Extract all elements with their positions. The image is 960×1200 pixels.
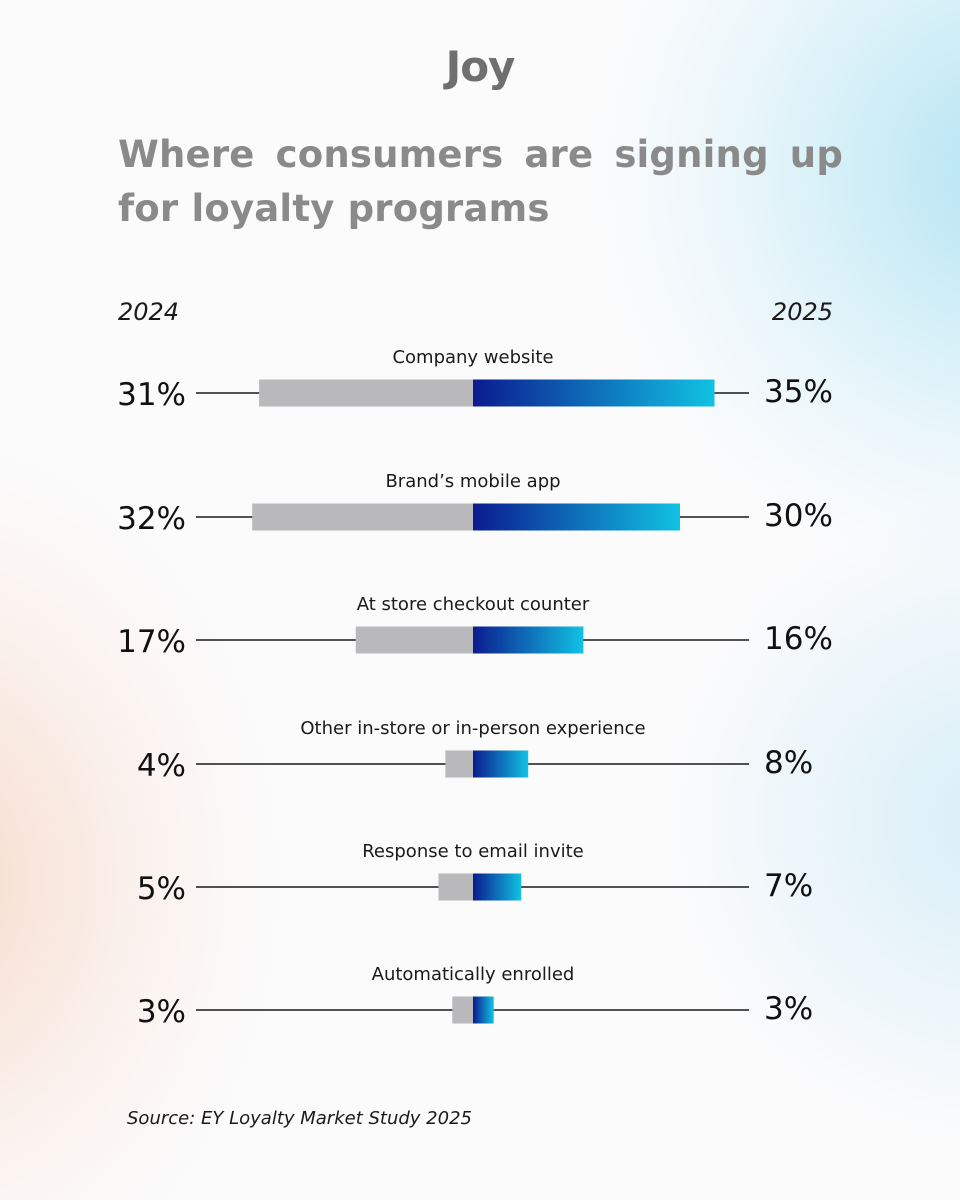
- value-label-2025: 30%: [764, 498, 833, 534]
- category-label: At store checkout counter: [357, 594, 590, 615]
- category-label: Response to email invite: [362, 841, 584, 862]
- category-label: Automatically enrolled: [372, 964, 575, 985]
- bar-2024: [252, 503, 473, 531]
- bar-2025: [473, 750, 529, 778]
- bar-2025: [473, 996, 494, 1024]
- bar-2024: [452, 996, 473, 1024]
- bar-2024: [445, 750, 473, 778]
- source-note: Source: EY Loyalty Market Study 2025: [127, 1108, 472, 1129]
- bar-2024: [438, 873, 473, 901]
- category-label: Company website: [392, 347, 553, 368]
- value-label-2024: 5%: [137, 871, 186, 907]
- value-label-2025: 16%: [764, 621, 833, 657]
- value-label-2024: 17%: [117, 624, 186, 660]
- value-label-2025: 8%: [764, 745, 813, 781]
- joy-logo: Joy: [445, 42, 516, 91]
- value-label-2024: 31%: [117, 377, 186, 413]
- bar-2025: [473, 626, 584, 654]
- bar-2025: [473, 379, 715, 407]
- chart-row: Other in-store or in-person experience 4%…: [137, 718, 813, 784]
- bar-2024: [355, 626, 473, 654]
- chart-row: Response to email invite 5% 7%: [137, 841, 813, 907]
- page-title: Where consumers are signing up for loyal…: [118, 133, 843, 230]
- year-label-2025: 2025: [771, 298, 833, 326]
- value-label-2024: 3%: [137, 994, 186, 1030]
- bar-2025: [473, 503, 680, 531]
- category-label: Other in-store or in-person experience: [300, 718, 645, 739]
- value-label-2025: 7%: [764, 868, 813, 904]
- chart-row: Company website 31% 35%: [117, 347, 833, 413]
- chart-row: Brand’s mobile app 32% 30%: [117, 471, 833, 537]
- bar-2024: [259, 379, 473, 407]
- year-label-2024: 2024: [118, 298, 180, 326]
- value-label-2025: 35%: [764, 374, 833, 410]
- chart-row: Automatically enrolled 3% 3%: [137, 964, 813, 1030]
- value-label-2025: 3%: [764, 991, 813, 1027]
- chart-row: At store checkout counter 17% 16%: [117, 594, 833, 660]
- bar-2025: [473, 873, 522, 901]
- value-label-2024: 4%: [137, 748, 186, 784]
- category-label: Brand’s mobile app: [385, 471, 560, 492]
- value-label-2024: 32%: [117, 501, 186, 537]
